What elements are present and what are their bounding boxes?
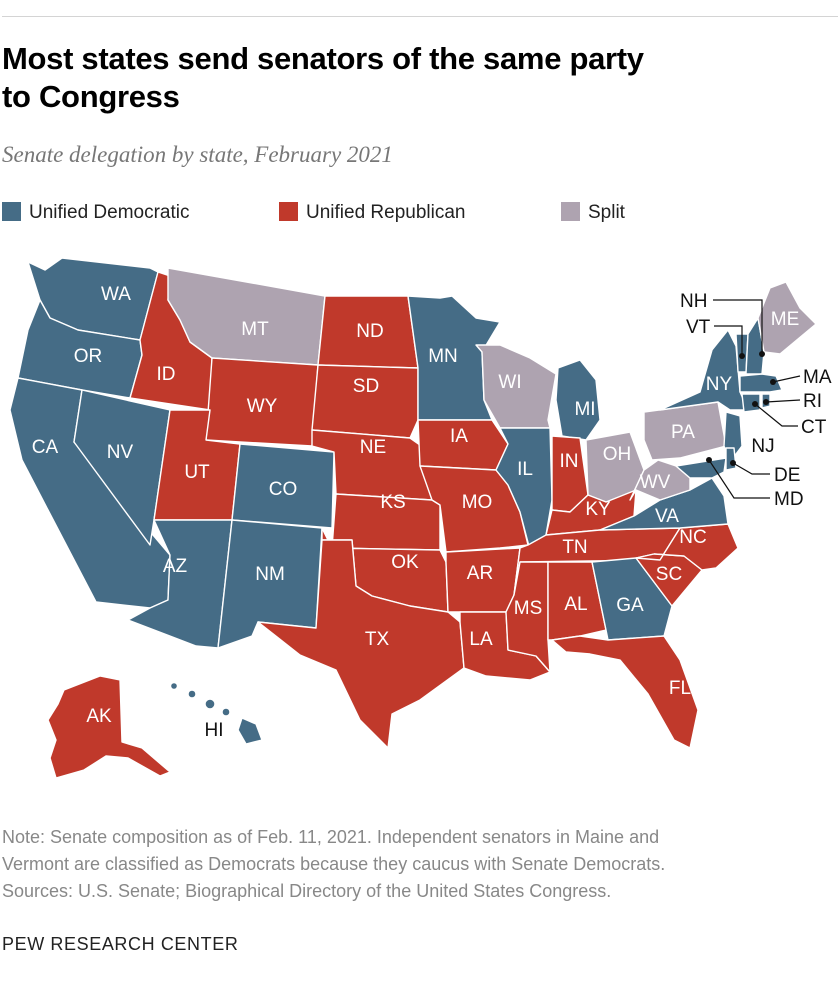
legend-swatch-dem xyxy=(2,202,21,221)
svg-text:MA: MA xyxy=(803,367,832,388)
state-nh xyxy=(745,317,765,375)
state-hi xyxy=(169,681,263,745)
callout-vt: VT xyxy=(686,317,745,359)
svg-text:DE: DE xyxy=(774,465,800,486)
label-ia: IA xyxy=(450,426,468,447)
state-ma xyxy=(739,373,783,393)
legend-label-dem: Unified Democratic xyxy=(29,202,190,223)
legend-item-split: Split xyxy=(561,200,625,226)
svg-text:NH: NH xyxy=(680,291,707,312)
state-ny xyxy=(659,329,749,411)
title-line-1: Most states send senators of the same pa… xyxy=(2,41,644,76)
us-state-map: WA OR CA NV ID MT WY UT CO AZ NM ND SD N… xyxy=(9,257,832,779)
label-hi: HI xyxy=(205,720,224,741)
note-line-2: Vermont are classified as Democrats beca… xyxy=(2,854,666,874)
label-in: IN xyxy=(560,451,579,472)
label-ut: UT xyxy=(184,462,210,483)
state-sd xyxy=(311,364,419,439)
credit: PEW RESEARCH CENTER xyxy=(2,934,239,954)
state-md xyxy=(675,457,727,479)
label-mi: MI xyxy=(574,399,595,420)
label-ks: KS xyxy=(380,492,405,513)
top-rule xyxy=(2,16,838,17)
label-nc: NC xyxy=(679,527,706,548)
label-tx: TX xyxy=(365,629,390,650)
label-sc: SC xyxy=(656,564,682,585)
label-nm: NM xyxy=(255,564,285,585)
label-ky: KY xyxy=(585,499,611,520)
label-nv: NV xyxy=(107,442,134,463)
label-fl: FL xyxy=(669,678,691,699)
label-va: VA xyxy=(655,506,679,527)
svg-text:RI: RI xyxy=(803,391,822,412)
state-wi xyxy=(475,344,557,429)
label-wv: WV xyxy=(640,472,671,493)
svg-text:VT: VT xyxy=(686,317,711,338)
label-ne: NE xyxy=(360,437,386,458)
label-pa: PA xyxy=(671,422,695,443)
label-wi: WI xyxy=(498,372,521,393)
label-ms: MS xyxy=(514,598,543,619)
label-az: AZ xyxy=(163,556,188,577)
callout-md: MD xyxy=(706,457,804,510)
label-tn: TN xyxy=(562,537,587,558)
state-mi xyxy=(555,359,601,441)
label-sd: SD xyxy=(353,376,379,397)
callout-nh: NH xyxy=(680,291,765,357)
state-fl xyxy=(551,635,699,749)
state-de xyxy=(725,447,737,471)
label-la: LA xyxy=(469,629,493,650)
svg-text:CT: CT xyxy=(801,417,827,438)
legend-label-split: Split xyxy=(588,202,625,223)
note-line-1: Note: Senate composition as of Feb. 11, … xyxy=(2,827,660,847)
callout-ri: RI xyxy=(763,391,822,412)
label-or: OR xyxy=(74,346,103,367)
state-ak xyxy=(47,675,171,779)
state-ct xyxy=(741,393,761,413)
label-il: IL xyxy=(517,459,533,480)
label-ak: AK xyxy=(86,706,112,727)
label-ok: OK xyxy=(391,552,419,573)
callout-ct: CT xyxy=(752,401,827,438)
label-ca: CA xyxy=(32,437,59,458)
legend-label-rep: Unified Republican xyxy=(306,202,466,223)
label-nj: NJ xyxy=(751,436,774,457)
title-line-2: to Congress xyxy=(2,79,180,114)
chart-title: Most states send senators of the same pa… xyxy=(2,40,822,116)
label-al: AL xyxy=(564,594,587,615)
label-ga: GA xyxy=(616,595,644,616)
legend-item-dem: Unified Democratic xyxy=(2,200,190,226)
label-ar: AR xyxy=(467,563,493,584)
state-me xyxy=(757,281,817,355)
svg-text:MD: MD xyxy=(774,489,804,510)
legend-item-rep: Unified Republican xyxy=(279,200,466,226)
notes: Note: Senate composition as of Feb. 11, … xyxy=(2,824,838,905)
state-ks xyxy=(331,493,441,551)
label-nd: ND xyxy=(356,321,383,342)
label-me: ME xyxy=(771,309,800,330)
sources-line: Sources: U.S. Senate; Biographical Direc… xyxy=(2,881,612,901)
callout-ma: MA xyxy=(770,367,832,388)
label-id: ID xyxy=(157,364,176,385)
state-tx xyxy=(257,539,465,749)
label-mt: MT xyxy=(241,319,269,340)
callout-de: DE xyxy=(730,460,800,486)
label-wa: WA xyxy=(101,284,131,305)
chart-subtitle: Senate delegation by state, February 202… xyxy=(2,142,393,167)
label-mn: MN xyxy=(428,346,458,367)
state-co xyxy=(231,443,335,529)
state-il xyxy=(495,427,553,551)
legend-swatch-split xyxy=(561,202,580,221)
label-co: CO xyxy=(269,479,298,500)
legend-swatch-rep xyxy=(279,202,298,221)
label-mo: MO xyxy=(462,492,493,513)
label-wy: WY xyxy=(247,396,278,417)
label-oh: OH xyxy=(603,444,632,465)
label-ny: NY xyxy=(706,374,733,395)
state-nv xyxy=(73,389,171,546)
